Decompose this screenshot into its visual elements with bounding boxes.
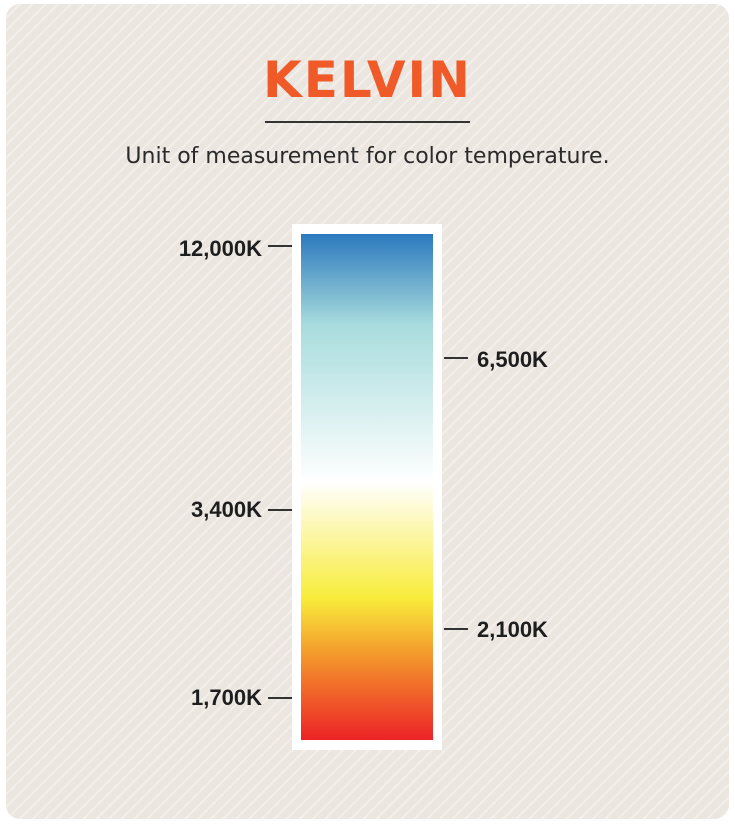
label-3400k: 3,400K bbox=[191, 497, 262, 522]
label-2100k: 2,100K bbox=[477, 617, 548, 642]
tick-12000k bbox=[268, 245, 292, 247]
label-1700k: 1,700K bbox=[191, 685, 262, 710]
tick-6500k bbox=[444, 357, 468, 359]
label-6500k: 6,500K bbox=[477, 347, 548, 372]
tick-3400k bbox=[268, 509, 292, 511]
color-temperature-bar-frame bbox=[292, 224, 442, 750]
label-12000k: 12,000K bbox=[178, 236, 262, 261]
tick-2100k bbox=[444, 628, 468, 630]
title-divider bbox=[265, 121, 470, 123]
color-temperature-gradient bbox=[301, 234, 433, 740]
tick-1700k bbox=[268, 697, 292, 699]
subtitle: Unit of measurement for color temperatur… bbox=[125, 144, 610, 169]
title: KELVIN bbox=[262, 51, 473, 109]
